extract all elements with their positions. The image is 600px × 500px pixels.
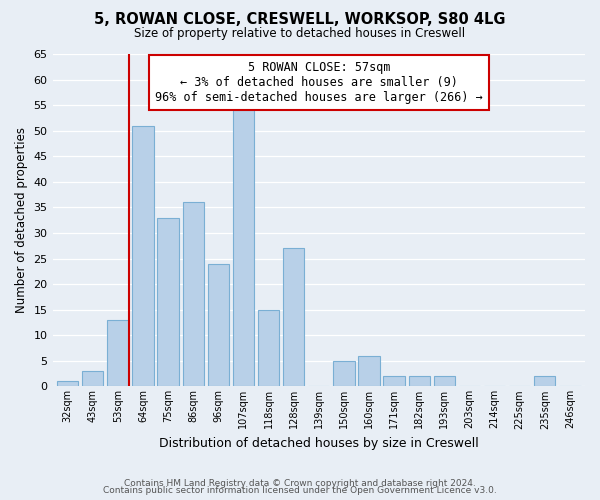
Bar bbox=[182, 202, 204, 386]
Bar bbox=[534, 376, 556, 386]
Bar bbox=[333, 361, 355, 386]
Bar bbox=[107, 320, 128, 386]
X-axis label: Distribution of detached houses by size in Creswell: Distribution of detached houses by size … bbox=[159, 437, 479, 450]
Bar bbox=[82, 371, 103, 386]
Bar bbox=[132, 126, 154, 386]
Bar bbox=[258, 310, 279, 386]
Text: Contains HM Land Registry data © Crown copyright and database right 2024.: Contains HM Land Registry data © Crown c… bbox=[124, 478, 476, 488]
Bar bbox=[233, 110, 254, 386]
Bar bbox=[283, 248, 304, 386]
Bar bbox=[434, 376, 455, 386]
Text: Contains public sector information licensed under the Open Government Licence v3: Contains public sector information licen… bbox=[103, 486, 497, 495]
Bar bbox=[383, 376, 405, 386]
Y-axis label: Number of detached properties: Number of detached properties bbox=[15, 127, 28, 313]
Bar bbox=[157, 218, 179, 386]
Bar bbox=[208, 264, 229, 386]
Bar bbox=[358, 356, 380, 386]
Bar bbox=[409, 376, 430, 386]
Bar bbox=[57, 382, 78, 386]
Text: 5, ROWAN CLOSE, CRESWELL, WORKSOP, S80 4LG: 5, ROWAN CLOSE, CRESWELL, WORKSOP, S80 4… bbox=[94, 12, 506, 28]
Text: 5 ROWAN CLOSE: 57sqm
← 3% of detached houses are smaller (9)
96% of semi-detache: 5 ROWAN CLOSE: 57sqm ← 3% of detached ho… bbox=[155, 60, 482, 104]
Text: Size of property relative to detached houses in Creswell: Size of property relative to detached ho… bbox=[134, 28, 466, 40]
